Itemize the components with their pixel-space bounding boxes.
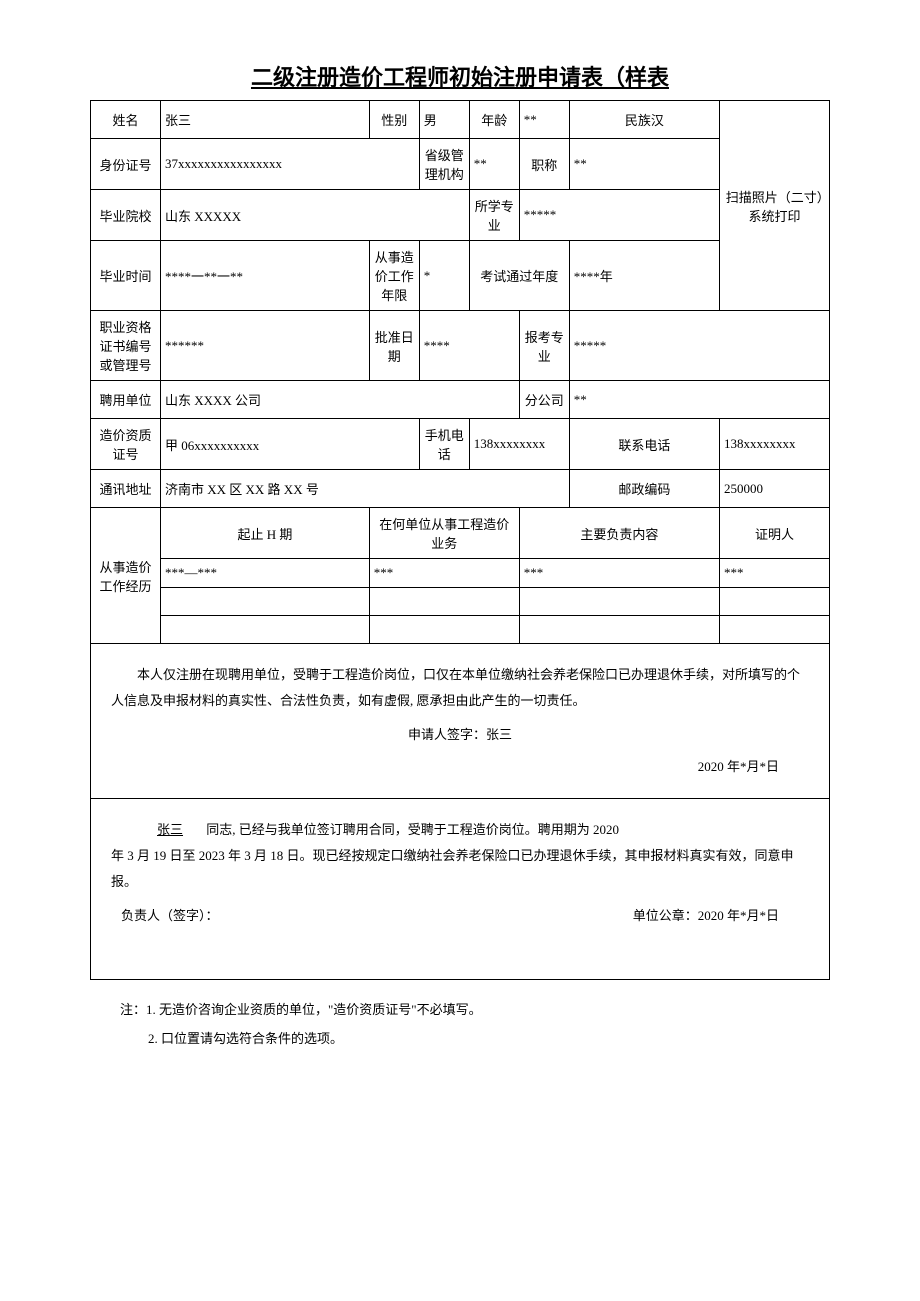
label-branch: 分公司 <box>519 381 569 419</box>
photo-placeholder: 扫描照片（二寸）系统打印 <box>720 101 830 311</box>
value-province-org: ** <box>469 139 519 190</box>
decl2-name: 张三 <box>137 822 203 837</box>
value-cert-number: ****** <box>161 311 370 381</box>
page-title: 二级注册造价工程师初始注册申请表（样表 <box>90 60 830 92</box>
work-duty-1 <box>519 588 719 616</box>
value-address: 济南市 XX 区 XX 路 XX 号 <box>161 470 570 508</box>
value-contact-phone: 138xxxxxxxx <box>719 419 829 470</box>
work-unit-1 <box>369 588 519 616</box>
work-witness-2 <box>719 616 829 644</box>
value-exam-year: ****年 <box>569 241 719 311</box>
label-job-title: 职称 <box>519 139 569 190</box>
value-major: ***** <box>519 190 719 241</box>
applicant-declaration: 本人仅注册在现聘用单位，受聘于工程造价岗位，口仅在本单位缴纳社会养老保险口已办理… <box>91 644 830 799</box>
work-period-0: ***—*** <box>161 559 370 588</box>
employer-declaration: 张三 同志, 已经与我单位签订聘用合同，受聘于工程造价岗位。聘用期为 2020 … <box>91 799 830 980</box>
label-witness: 证明人 <box>719 508 829 559</box>
label-work-years: 从事造价工作年限 <box>369 241 419 311</box>
label-grad-date: 毕业时间 <box>91 241 161 311</box>
label-postal: 邮政编码 <box>569 470 719 508</box>
label-age: 年龄 <box>469 101 519 139</box>
value-exam-major: ***** <box>569 311 829 381</box>
work-duty-2 <box>519 616 719 644</box>
label-contact-phone: 联系电话 <box>569 419 719 470</box>
value-grad-date: ****一**一** <box>161 241 370 311</box>
work-row-1 <box>91 588 830 616</box>
label-address: 通讯地址 <box>91 470 161 508</box>
decl1-date: 2020 年*月*日 <box>111 754 809 780</box>
decl2-sig-label: 负责人（签字）： <box>121 903 219 929</box>
label-exam-year: 考试通过年度 <box>469 241 569 311</box>
decl2-text1: 同志, 已经与我单位签订聘用合同，受聘于工程造价岗位。聘用期为 2020 <box>206 822 619 837</box>
label-province-org: 省级管理机构 <box>419 139 469 190</box>
work-row-2 <box>91 616 830 644</box>
label-employer: 聘用单位 <box>91 381 161 419</box>
value-school: 山东 XXXXX <box>161 190 470 241</box>
value-employer: 山东 XXXX 公司 <box>161 381 520 419</box>
application-form-table: 姓名 张三 性别 男 年龄 ** 民族汉 扫描照片（二寸）系统打印 身份证号 3… <box>90 100 830 980</box>
value-gender: 男 <box>419 101 469 139</box>
work-unit-2 <box>369 616 519 644</box>
decl2-seal-label: 单位公章：2020 年*月*日 <box>633 903 779 929</box>
label-approval-date: 批准日期 <box>369 311 419 381</box>
label-work-history: 从事造价工作经历 <box>91 508 161 644</box>
value-job-title: ** <box>569 139 719 190</box>
work-witness-1 <box>719 588 829 616</box>
work-row-0: ***—*** *** *** *** <box>91 559 830 588</box>
label-name: 姓名 <box>91 101 161 139</box>
label-cert-number: 职业资格证书编号或管理号 <box>91 311 161 381</box>
label-gender: 性别 <box>369 101 419 139</box>
label-ethnicity: 民族汉 <box>569 101 719 139</box>
work-duty-0: *** <box>519 559 719 588</box>
decl2-text2: 年 3 月 19 日至 2023 年 3 月 18 日。现已经按规定口缴纳社会养… <box>111 843 809 895</box>
value-branch: ** <box>569 381 829 419</box>
decl1-text: 本人仅注册在现聘用单位，受聘于工程造价岗位，口仅在本单位缴纳社会养老保险口已办理… <box>111 662 809 714</box>
value-age: ** <box>519 101 569 139</box>
note-1: 注：1. 无造价咨询企业资质的单位，"造价资质证号"不必填写。 <box>120 996 830 1025</box>
decl1-signature: 申请人签字：张三 <box>111 722 809 748</box>
footer-notes: 注：1. 无造价咨询企业资质的单位，"造价资质证号"不必填写。 2. 口位置请勾… <box>90 996 830 1053</box>
label-major: 所学专业 <box>469 190 519 241</box>
note-2: 2. 口位置请勾选符合条件的选项。 <box>120 1025 830 1054</box>
label-qual-cert: 造价资质证号 <box>91 419 161 470</box>
decl2-line1: 张三 同志, 已经与我单位签订聘用合同，受聘于工程造价岗位。聘用期为 2020 <box>111 817 809 843</box>
value-id-number: 37xxxxxxxxxxxxxxxx <box>161 139 420 190</box>
work-unit-0: *** <box>369 559 519 588</box>
label-id-number: 身份证号 <box>91 139 161 190</box>
label-main-duty: 主要负责内容 <box>519 508 719 559</box>
value-mobile: 138xxxxxxxx <box>469 419 569 470</box>
value-work-years: * <box>419 241 469 311</box>
label-mobile: 手机电话 <box>419 419 469 470</box>
value-postal: 250000 <box>719 470 829 508</box>
label-exam-major: 报考专业 <box>519 311 569 381</box>
label-period: 起止 H 期 <box>161 508 370 559</box>
value-approval-date: **** <box>419 311 519 381</box>
work-period-2 <box>161 616 370 644</box>
work-witness-0: *** <box>719 559 829 588</box>
label-work-unit: 在何单位从事工程造价业务 <box>369 508 519 559</box>
value-qual-cert: 甲 06xxxxxxxxxx <box>161 419 420 470</box>
work-period-1 <box>161 588 370 616</box>
value-name: 张三 <box>161 101 370 139</box>
label-school: 毕业院校 <box>91 190 161 241</box>
